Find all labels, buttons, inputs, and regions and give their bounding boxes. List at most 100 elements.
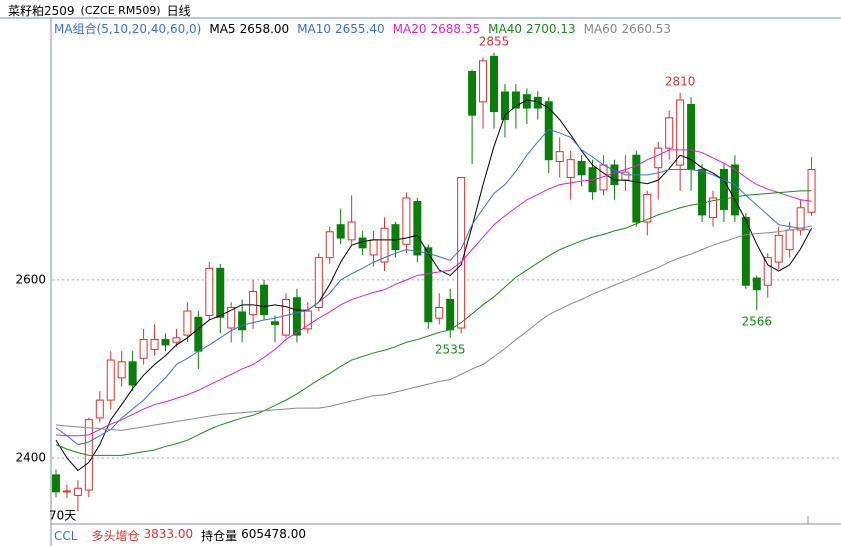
- legend-entry: MA40 2700.13: [488, 22, 575, 36]
- candle-body: [380, 227, 389, 263]
- candle-body: [676, 99, 685, 166]
- footer: CCL 多头增仓 3833.00 持仓量 605478.00: [54, 527, 306, 544]
- legend-value: 2700.13: [525, 21, 576, 36]
- legend-name: MA20: [392, 21, 427, 36]
- footer-label: 多头增仓: [91, 529, 140, 543]
- legend-value: 2660.53: [621, 21, 672, 36]
- candle-body: [555, 151, 564, 162]
- candle-body: [752, 277, 761, 291]
- candle-body: [479, 60, 488, 103]
- candle-body: [314, 257, 323, 309]
- candle-body: [52, 474, 60, 493]
- legend-entry: MA60 2660.53: [584, 22, 671, 36]
- candle-body: [741, 217, 750, 286]
- candle-body: [183, 310, 192, 336]
- candle-body: [435, 307, 444, 319]
- candle-body: [249, 290, 258, 316]
- subtitle: (CZCE RM509): [80, 4, 161, 17]
- candle-body: [413, 201, 422, 256]
- header: 菜籽粕2509 (CZCE RM509) 日线: [8, 2, 191, 19]
- ma-line: [55, 149, 812, 437]
- candle-body: [490, 55, 498, 113]
- footer-label: 持仓量: [201, 529, 238, 543]
- legend-name: MA5: [209, 21, 236, 36]
- candle-body: [632, 154, 641, 223]
- candle-body: [468, 71, 477, 116]
- ma-line: [55, 225, 812, 431]
- candle-body: [730, 164, 739, 216]
- title[interactable]: 菜籽粕2509: [8, 4, 75, 18]
- candle-body: [73, 487, 82, 496]
- ma-line: [55, 99, 812, 472]
- candle-body: [511, 91, 520, 109]
- candle-body: [522, 94, 531, 109]
- legend-value: 2658.00: [239, 21, 290, 36]
- footer-value: 3833.00: [143, 527, 194, 541]
- candle-body: [763, 257, 772, 286]
- legend-name: MA10: [297, 21, 332, 36]
- candle-body: [457, 176, 466, 329]
- candle-body: [205, 267, 214, 317]
- candle-body: [106, 359, 115, 401]
- candle-body: [643, 193, 652, 223]
- candle-body: [796, 207, 805, 231]
- candle-body: [238, 311, 247, 331]
- candle-body: [424, 247, 433, 323]
- candle-body: [391, 224, 400, 251]
- candle-body: [62, 490, 71, 493]
- candle-body: [150, 339, 159, 350]
- candle-body: [533, 96, 542, 109]
- candle-body: [709, 197, 717, 219]
- ma-line: [55, 190, 812, 456]
- candle-body: [281, 298, 290, 336]
- candle-body: [117, 361, 126, 379]
- candle-body: [216, 267, 225, 318]
- legend-name: MA60: [583, 21, 618, 36]
- candle-body: [347, 221, 356, 241]
- candle-body: [566, 159, 575, 178]
- ma-line: [55, 128, 812, 446]
- candle-body: [665, 117, 674, 149]
- y-tick-label: 2400: [15, 451, 46, 465]
- extreme-label: 2535: [435, 342, 466, 356]
- candle-body: [698, 168, 707, 216]
- candle-body: [719, 168, 728, 211]
- candle-body: [774, 234, 783, 263]
- candle-body: [227, 307, 236, 329]
- candle-body: [172, 337, 181, 343]
- candle-body: [139, 339, 148, 359]
- extreme-label: 2855: [479, 34, 510, 48]
- candle-body: [292, 297, 301, 336]
- legend-value: 2688.35: [430, 21, 481, 36]
- candle-body: [128, 361, 137, 386]
- legend-value: 2655.40: [335, 21, 385, 36]
- indicator-group[interactable]: MA组合(5,10,20,40,60,0): [54, 22, 202, 36]
- footer-value: 605478.00: [241, 527, 307, 541]
- y-tick-label: 2600: [15, 272, 46, 286]
- days-label: 70天: [49, 509, 76, 523]
- candle-body: [610, 164, 619, 186]
- footer-item: 多头增仓 3833.00: [91, 527, 193, 544]
- indicator-name[interactable]: CCL: [54, 528, 78, 543]
- candle-body: [194, 316, 203, 352]
- candle-body: [446, 298, 455, 331]
- legend-entry: MA20 2688.35: [393, 22, 480, 36]
- candles: [52, 52, 816, 512]
- candle-body: [402, 197, 411, 245]
- period[interactable]: 日线: [166, 4, 191, 18]
- candle-body: [260, 284, 269, 316]
- candle-body: [336, 224, 345, 239]
- legend-entry: MA10 2655.40: [297, 22, 384, 36]
- candle-body: [654, 147, 663, 169]
- candle-body: [785, 229, 794, 251]
- candle-body: [95, 399, 104, 419]
- candle-body: [358, 237, 367, 249]
- footer-item: 持仓量 605478.00: [201, 527, 306, 544]
- candle-body: [303, 310, 312, 330]
- candle-body: [161, 339, 170, 346]
- legend: MA组合(5,10,20,40,60,0) MA5 2658.00 MA10 2655…: [54, 20, 671, 37]
- candle-body: [577, 160, 586, 176]
- extreme-label: 2566: [742, 315, 773, 329]
- candle-body: [369, 239, 378, 256]
